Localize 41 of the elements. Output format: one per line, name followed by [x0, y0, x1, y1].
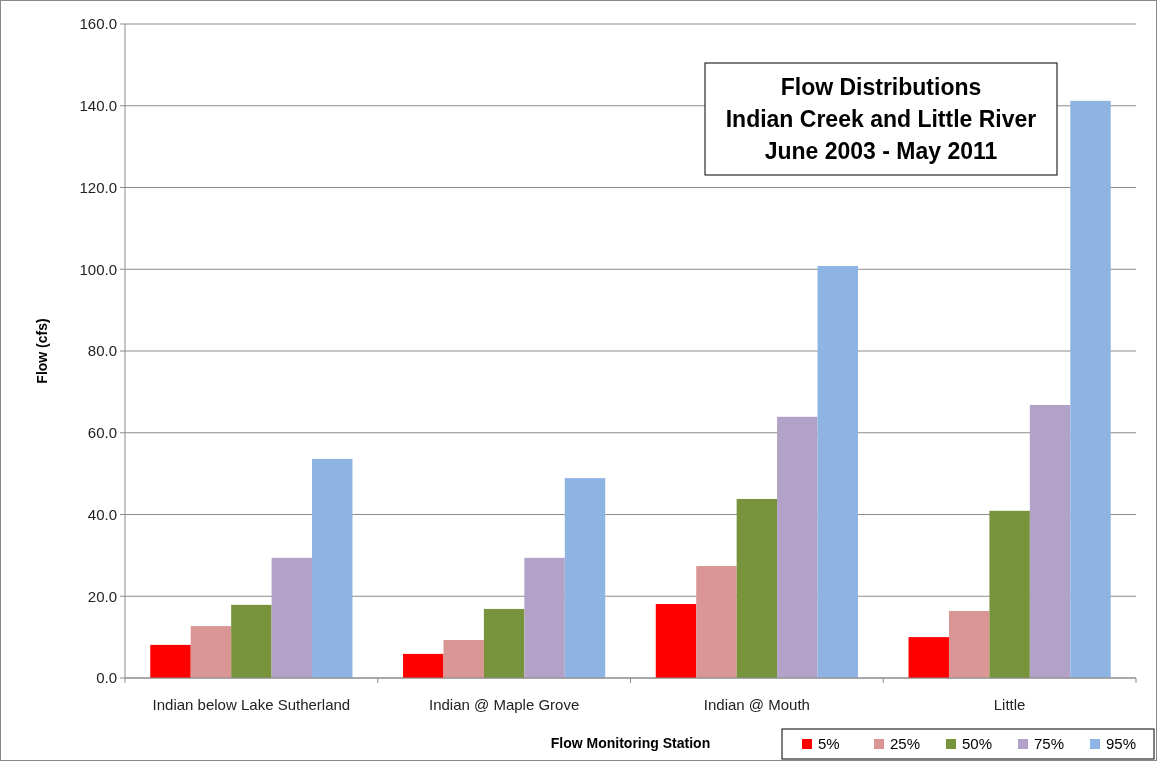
- legend-label: 95%: [1106, 735, 1137, 753]
- bar: [1070, 100, 1111, 678]
- bar: [312, 458, 353, 678]
- x-tick-label: Indian @ Mouth: [703, 696, 810, 713]
- x-axis-title: Flow Monitoring Station: [550, 735, 711, 751]
- bar: [524, 557, 565, 678]
- bar: [817, 265, 858, 678]
- y-tick-label: 40.0: [87, 505, 117, 523]
- bar: [271, 557, 313, 678]
- y-tick-label: 20.0: [87, 587, 117, 605]
- bar: [483, 608, 525, 678]
- bar: [948, 610, 990, 678]
- y-tick-label: 60.0: [87, 424, 117, 441]
- bar: [403, 653, 444, 678]
- y-tick-label: 100.0: [79, 260, 117, 278]
- legend-label: 75%: [1034, 735, 1065, 753]
- bar: [443, 639, 484, 678]
- bar: [1029, 404, 1071, 678]
- bar: [908, 637, 949, 678]
- x-tick-label: Little: [993, 696, 1026, 713]
- bar: [736, 498, 778, 678]
- bar: [777, 416, 818, 678]
- bar: [190, 626, 232, 678]
- y-axis-title: Flow (cfs): [34, 318, 50, 384]
- legend-label: 50%: [962, 735, 993, 753]
- bar: [564, 478, 606, 678]
- x-tick-label: Indian below Lake Sutherland: [152, 696, 351, 713]
- legend-label: 5%: [818, 735, 840, 753]
- y-tick-label: 160.0: [79, 15, 117, 33]
- y-tick-label: 140.0: [79, 97, 117, 114]
- y-tick-label: 120.0: [79, 178, 117, 196]
- legend-label: 25%: [890, 735, 921, 753]
- bar: [655, 604, 697, 678]
- y-tick-label: 0.0: [96, 669, 117, 687]
- text: Flow Distributions Indian Creek and Little River June 2003 - May 2011: [725, 74, 1037, 164]
- bar: [696, 566, 737, 678]
- y-tick-label: 80.0: [87, 342, 117, 360]
- x-tick-label: Indian @ Maple Grove: [428, 696, 580, 713]
- bar: [231, 604, 272, 678]
- bar: [150, 644, 191, 678]
- bar: [989, 510, 1030, 678]
